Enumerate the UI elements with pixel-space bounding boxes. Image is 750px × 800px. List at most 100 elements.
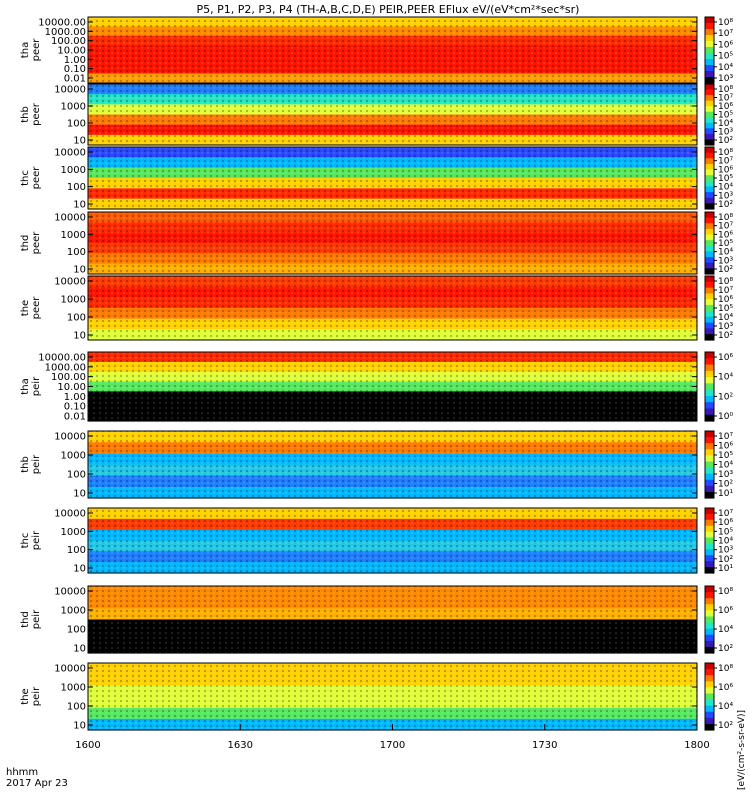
colorbar-swatch: [705, 84, 714, 91]
colorbar-swatch: [705, 23, 714, 30]
x-label-date: 2017 Apr 23: [6, 778, 68, 789]
colorbar-tick-label: 10⁸: [718, 148, 733, 158]
colorbar-swatch: [705, 604, 714, 611]
colorbar-swatch: [705, 402, 714, 410]
colorbar-tick-label: 10⁶: [718, 606, 733, 616]
colorbar-swatch: [705, 622, 714, 630]
time-axis: 1600 1630 1700 1730 1800: [75, 724, 710, 751]
y-tick-label: 10000: [54, 85, 86, 96]
y-tick-label: 1000: [61, 165, 86, 176]
panel-the-peir: 10000 1000 100 10 the peir 10⁸ 10⁶ 10⁴ 10²: [20, 662, 733, 732]
colorbar-swatch: [705, 310, 714, 318]
colorbar-tick-label: 10⁷: [718, 29, 733, 39]
colorbar-tick-label: 10³: [718, 546, 733, 556]
colorbar-swatch: [705, 395, 714, 403]
colorbar-tick-label: 10⁴: [718, 461, 733, 471]
panel-thc-peir: 10000 1000 100 10 thc peir 10⁷10⁶10⁵10⁴10³10²1…: [20, 507, 733, 575]
y-tick-label: 10000: [54, 587, 86, 598]
y-tick-label: 10: [73, 136, 86, 147]
panel-label: peir: [31, 376, 42, 396]
colorbar-tick-label: 10⁴: [718, 373, 733, 383]
colorbar-tick-label: 10⁵: [718, 239, 733, 249]
colorbar-swatch: [705, 555, 714, 562]
colorbar-swatch: [705, 717, 714, 725]
colorbar-swatch: [705, 251, 714, 258]
colorbar-tick-label: 10⁶: [718, 353, 733, 363]
y-tick-label: 10000.00: [38, 18, 86, 29]
colorbar-tick-label: 10⁴: [718, 313, 733, 323]
colorbar-tick-label: 10⁶: [718, 518, 733, 528]
colorbar-swatch: [705, 175, 714, 182]
colorbar-tick-label: 10⁵: [718, 304, 733, 314]
panel-label: peir: [31, 454, 42, 474]
x-tick-label: 1700: [380, 740, 405, 751]
panels-layer: 10000.001000.00100.0010.001.000.100.01th…: [20, 16, 733, 732]
figure-title: P5, P1, P2, P3, P4 (TH-A,B,C,D,E) PEIR,P…: [197, 3, 580, 16]
panel-label: thd: [20, 235, 31, 252]
colorbar-tick-label: 10⁴: [718, 625, 733, 635]
y-tick-label: 10000: [54, 664, 86, 675]
colorbar-swatch: [705, 293, 714, 300]
x-tick-label: 1600: [75, 740, 100, 751]
y-tick-label: 1000: [61, 527, 86, 538]
spectrum-texture: [88, 663, 697, 730]
colorbar-swatch: [705, 163, 714, 171]
spectrum-texture: [88, 17, 697, 83]
colorbar-swatch: [705, 217, 714, 224]
colorbar-swatch: [705, 169, 714, 176]
colorbar-tick-label: 10⁸: [718, 213, 733, 223]
colorbar-swatch: [705, 455, 714, 463]
colorbar-swatch: [705, 485, 714, 493]
colorbar-swatch: [705, 234, 714, 241]
colorbar-swatch: [705, 461, 714, 469]
panel-thb-peir: 10000 1000 100 10 thb peir 10⁷10⁶10⁵10⁴10³10²1…: [20, 430, 733, 500]
colorbar-swatch: [705, 228, 714, 236]
panel-frame: [87, 507, 698, 574]
colorbar-swatch: [705, 491, 714, 499]
colorbar-swatch: [705, 370, 714, 378]
colorbar-tick-label: 10⁷: [718, 222, 733, 232]
panel-frame: [87, 430, 698, 499]
colorbar-swatch: [705, 180, 714, 188]
colorbar-swatch: [705, 65, 714, 72]
panel-thd-peir: 10000 1000 100 10 thd peir 10⁸ 10⁶ 10⁴ 10²: [20, 585, 733, 655]
panel-label: tha: [20, 378, 31, 394]
spectrum-texture: [88, 84, 697, 145]
colorbar-tick-label: 10⁵: [718, 174, 733, 184]
colorbar-swatch: [705, 473, 714, 481]
colorbar-swatch: [705, 408, 714, 416]
colorbar-swatch: [705, 705, 714, 713]
colorbar-swatch: [705, 262, 714, 269]
y-tick-label: 1.00: [64, 392, 86, 403]
panel-label: thb: [20, 106, 31, 123]
colorbar-tick-label: 10⁶: [718, 442, 733, 452]
y-tick-label: 10000.00: [38, 353, 86, 364]
panel-label: peir: [31, 686, 42, 706]
x-label-hhmm: hhmm: [6, 767, 38, 778]
colorbar-tick-label: 10²: [718, 200, 733, 210]
colorbar-swatch: [705, 549, 714, 556]
y-tick-label: 0.10: [64, 64, 86, 75]
colorbar-tick-label: 10⁷: [718, 94, 733, 104]
colorbar-swatch: [705, 586, 714, 593]
colorbar-swatch: [705, 640, 714, 648]
colorbar-swatch: [705, 305, 714, 312]
colorbar-swatch: [705, 377, 714, 384]
colorbar-swatch: [705, 95, 714, 102]
colorbar-swatch: [705, 449, 714, 456]
y-tick-label: 1.00: [64, 55, 86, 66]
colorbar-tick-label: 10²: [718, 392, 733, 402]
panel-label: peer: [31, 166, 42, 190]
y-tick-label: 1000: [61, 451, 86, 462]
colorbar-swatch: [705, 364, 714, 372]
colorbar-swatch: [705, 322, 714, 329]
colorbar-swatch: [705, 71, 714, 78]
y-tick-label: 10: [73, 644, 86, 655]
colorbar-swatch: [705, 467, 714, 475]
colorbar-tick-label: 10⁸: [718, 85, 733, 95]
y-tick-label: 1000: [61, 230, 86, 241]
colorbar-swatch: [705, 158, 714, 165]
colorbar-swatch: [705, 610, 714, 618]
